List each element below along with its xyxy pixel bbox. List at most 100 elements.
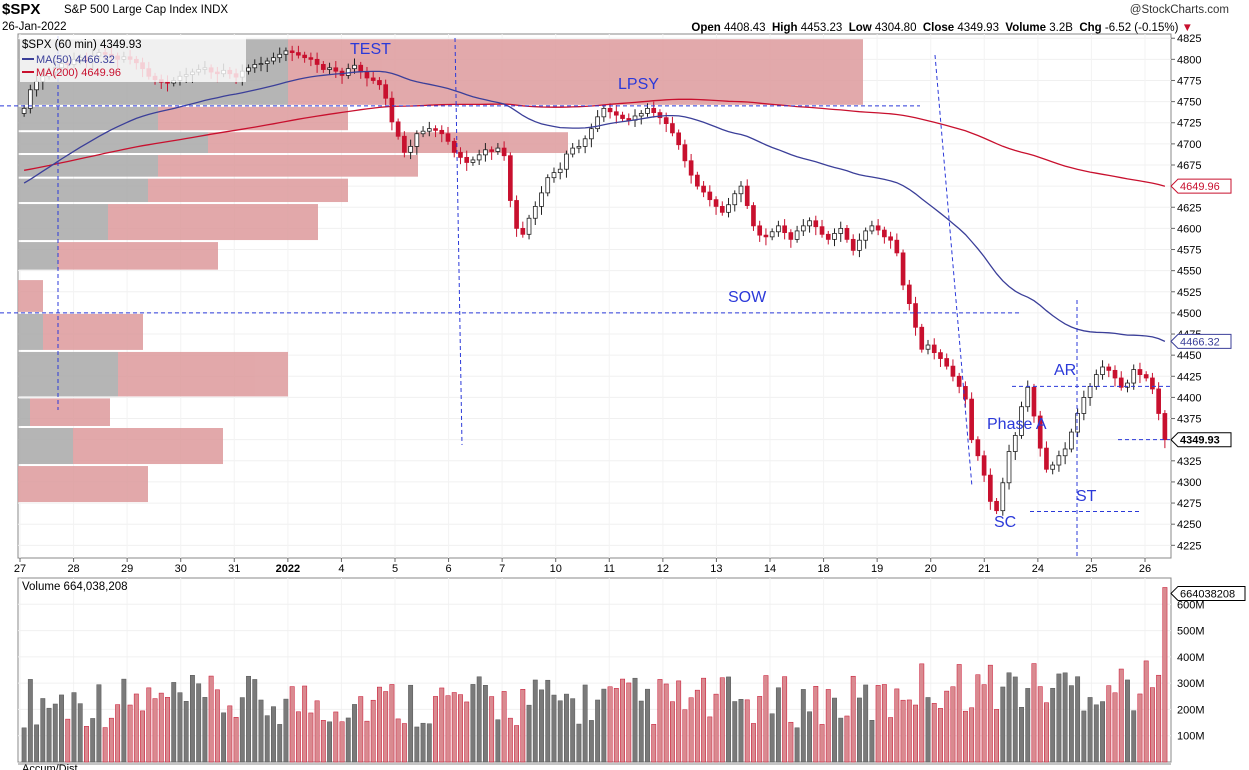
candle-down xyxy=(676,132,681,146)
volume-bar xyxy=(395,718,401,763)
volume-bar xyxy=(906,699,912,763)
volume-bar xyxy=(1156,674,1162,763)
volume-bar xyxy=(501,691,507,763)
volume-bar xyxy=(875,685,881,763)
vbp-down-bar xyxy=(148,178,348,203)
candle-up xyxy=(857,239,862,251)
volume-bar xyxy=(90,718,96,763)
x-axis: 27 28 29 30 31 2022 4 5 6 7 10 11 12 13 14 18 19 20 21 24 25… xyxy=(14,34,1151,762)
volume-bar xyxy=(71,692,77,763)
candle-down xyxy=(988,474,993,502)
vbp-up-bar xyxy=(18,204,108,241)
volume-bar xyxy=(813,686,819,763)
volume-bar xyxy=(377,686,382,763)
candle-up xyxy=(807,220,812,227)
candle-down xyxy=(1118,377,1124,388)
volume-bar xyxy=(757,696,763,763)
volume-bar xyxy=(314,700,320,763)
volume-bar xyxy=(389,684,395,763)
candle-down xyxy=(657,112,663,119)
candle-up xyxy=(564,153,569,170)
x-tick-label: 6 xyxy=(446,563,452,575)
candle-down xyxy=(302,54,307,59)
candle-down xyxy=(850,238,856,251)
candle-down xyxy=(782,225,787,234)
volume-bar xyxy=(295,711,301,763)
volume-bar xyxy=(807,711,812,763)
candle-down xyxy=(433,128,438,131)
price-legend-label: $SPX (60 min) 4349.93 xyxy=(22,39,142,51)
volume-bar xyxy=(470,684,476,763)
volume-bar xyxy=(857,697,862,763)
candle-down xyxy=(788,232,794,240)
volume-bar xyxy=(726,676,731,763)
volume-bar xyxy=(1006,672,1012,763)
candle-down xyxy=(1137,369,1143,375)
volume-bar xyxy=(140,710,145,763)
x-tick-label: 26 xyxy=(1139,563,1151,575)
candle-down xyxy=(321,64,326,70)
candle-down xyxy=(969,398,974,441)
ma200-legend-label: MA(200) 4649.96 xyxy=(36,67,121,79)
candle-down xyxy=(296,52,301,56)
vbp-down-bar xyxy=(30,398,110,426)
volume-bar xyxy=(115,704,121,763)
volume-bar xyxy=(208,675,214,763)
y-tick-label: 4225 xyxy=(1177,540,1201,552)
volume-bar xyxy=(445,695,451,763)
candles xyxy=(21,45,1168,516)
y-tick-label: 4500 xyxy=(1177,308,1201,320)
annotation-label: ST xyxy=(1076,488,1097,505)
volume-bar xyxy=(825,689,831,763)
candle-up xyxy=(1050,464,1056,470)
candle-up xyxy=(34,80,39,91)
candle-down xyxy=(825,233,831,240)
low-label: Low xyxy=(848,22,872,34)
volume-bar xyxy=(439,687,445,763)
candle-up xyxy=(264,60,270,64)
volume-bar xyxy=(894,688,900,763)
candle-up xyxy=(1125,382,1130,388)
volume-tick-label: 200M xyxy=(1177,704,1205,716)
annotation-lines xyxy=(0,36,1170,558)
candle-down xyxy=(501,147,507,157)
candle-down xyxy=(813,220,819,228)
x-tick-label: 2022 xyxy=(276,563,300,575)
volume-bar xyxy=(981,684,987,763)
candle-up xyxy=(277,53,283,59)
volume-bar xyxy=(651,724,657,763)
volume-bar xyxy=(59,694,64,763)
x-tick-label: 27 xyxy=(14,563,26,575)
volume-bar xyxy=(1112,692,1118,763)
volume-bar xyxy=(451,692,457,763)
volume-bar xyxy=(133,693,139,763)
price-tag-label: 4466.32 xyxy=(1180,336,1220,348)
volume-bar xyxy=(158,692,164,763)
candle-down xyxy=(894,239,900,254)
volume-bar xyxy=(514,725,520,763)
volume-bar xyxy=(495,719,501,763)
x-tick-label: 31 xyxy=(228,563,240,575)
volume-bar xyxy=(1143,660,1149,763)
candle-up xyxy=(420,130,426,135)
volume-bar xyxy=(408,684,414,763)
candle-down xyxy=(707,191,713,201)
legend-background xyxy=(20,36,246,82)
candle-down xyxy=(913,303,918,328)
candle-up xyxy=(551,172,557,179)
candle-up xyxy=(258,63,264,65)
y-tick-label: 4275 xyxy=(1177,498,1201,510)
candle-down xyxy=(364,71,370,79)
candle-up xyxy=(246,67,251,72)
annotation-label: Phase A xyxy=(987,416,1047,433)
x-tick-label: 25 xyxy=(1085,563,1097,575)
candle-down xyxy=(1143,374,1149,379)
volume-bar xyxy=(196,683,202,763)
candle-down xyxy=(670,123,675,134)
candle-up xyxy=(483,149,488,156)
vbp-up-bar xyxy=(18,132,208,154)
volume-bar xyxy=(657,679,663,763)
vbp-up-bar xyxy=(18,178,148,203)
volume-bar xyxy=(663,683,669,763)
